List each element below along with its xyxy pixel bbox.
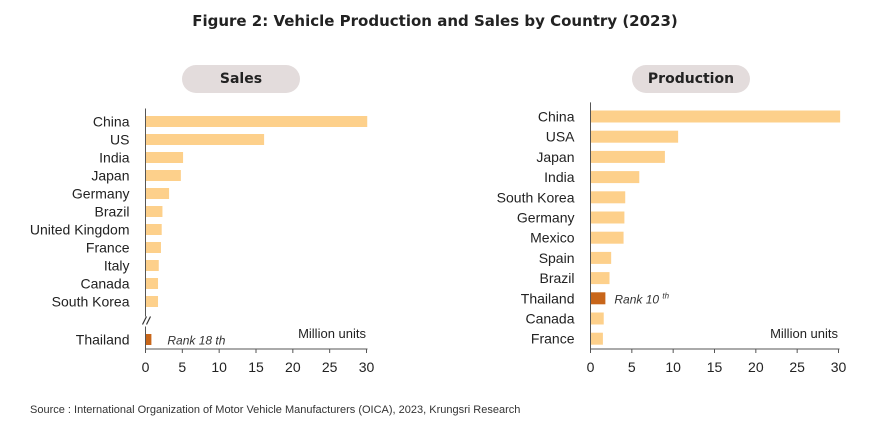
sales-panel-label: Sales bbox=[182, 65, 300, 93]
production-category-label: Brazil bbox=[539, 270, 574, 286]
rank-suffix: th bbox=[662, 291, 669, 300]
sales-x-tick-label: 20 bbox=[285, 359, 301, 375]
production-x-tick-label: 0 bbox=[587, 359, 595, 375]
sales-category-label: Thailand bbox=[76, 332, 130, 348]
chart-title: Figure 2: Vehicle Production and Sales b… bbox=[192, 12, 678, 30]
sales-category-label: France bbox=[86, 240, 130, 256]
production-category-label: India bbox=[544, 169, 575, 185]
production-bar-mexico bbox=[590, 231, 624, 244]
sales-x-tick-label: 25 bbox=[322, 359, 338, 375]
sales-bar-germany bbox=[145, 188, 170, 199]
production-category-label: USA bbox=[546, 129, 575, 145]
production-bar-india bbox=[590, 171, 640, 184]
sales-category-label: US bbox=[110, 132, 129, 148]
production-bar-germany bbox=[590, 211, 625, 224]
production-x-tick-label: 20 bbox=[748, 359, 764, 375]
production-x-tick-label: 5 bbox=[628, 359, 636, 375]
sales-bar-us bbox=[145, 134, 265, 145]
sales-axis-break-mark bbox=[141, 316, 148, 325]
sales-category-label: Germany bbox=[72, 186, 130, 202]
production-category-label: China bbox=[538, 109, 575, 125]
sales-category-label: Italy bbox=[104, 258, 130, 274]
sales-category-label: Japan bbox=[91, 168, 129, 184]
production-bar-south-korea bbox=[590, 191, 626, 204]
production-category-label: Japan bbox=[536, 149, 574, 165]
sales-category-label: United Kingdom bbox=[30, 222, 130, 238]
sales-x-tick-label: 15 bbox=[248, 359, 264, 375]
production-rank-annotation: Rank 10 th bbox=[614, 291, 669, 306]
sales-category-label: China bbox=[93, 114, 130, 130]
source-note: Source : International Organization of M… bbox=[30, 404, 521, 416]
sales-category-label: Brazil bbox=[94, 204, 129, 220]
production-category-label: France bbox=[531, 331, 575, 347]
production-bar-france bbox=[590, 332, 603, 345]
sales-bar-japan bbox=[145, 170, 181, 181]
sales-bar-france bbox=[145, 242, 161, 253]
sales-x-tick-label: 30 bbox=[359, 359, 375, 375]
sales-unit-label: Million units bbox=[298, 326, 366, 341]
production-x-tick-label: 25 bbox=[789, 359, 805, 375]
production-chart: China USA Japan India South Korea Germany Mexi… bbox=[497, 102, 847, 375]
sales-category-label: India bbox=[99, 150, 130, 166]
production-x-tick-label: 30 bbox=[831, 359, 847, 375]
sales-bar-italy bbox=[145, 260, 159, 271]
production-panel-label: Production bbox=[632, 65, 750, 93]
sales-bar-canada bbox=[145, 278, 159, 289]
sales-x-tick-label: 10 bbox=[211, 359, 227, 375]
production-bar-canada bbox=[590, 312, 604, 325]
sales-chart: China US India Japan Germany Brazil United Kin… bbox=[30, 108, 375, 375]
sales-x-tick-label: 0 bbox=[142, 359, 150, 375]
production-bar-china bbox=[590, 110, 841, 123]
sales-axis-break-mark bbox=[145, 316, 152, 325]
production-category-label: Thailand bbox=[521, 290, 575, 306]
sales-bar-thailand bbox=[145, 334, 152, 345]
sales-category-label: South Korea bbox=[52, 294, 130, 310]
production-bar-japan bbox=[590, 150, 665, 163]
sales-bar-brazil bbox=[145, 206, 163, 217]
production-category-label: Canada bbox=[525, 311, 574, 327]
production-x-tick-label: 15 bbox=[707, 359, 723, 375]
production-bar-spain bbox=[590, 251, 612, 264]
production-category-label: South Korea bbox=[497, 189, 575, 205]
sales-bar-south-korea bbox=[145, 296, 159, 307]
production-unit-label: Million units bbox=[770, 326, 838, 341]
sales-category-label: Canada bbox=[80, 276, 129, 292]
sales-rank-annotation: Rank 18 th bbox=[167, 334, 225, 348]
sales-bar-india bbox=[145, 152, 184, 163]
production-bar-brazil bbox=[590, 272, 610, 285]
production-bar-thailand bbox=[590, 292, 606, 305]
production-category-label: Spain bbox=[539, 250, 575, 266]
production-category-label: Germany bbox=[517, 210, 575, 226]
sales-bar-united-kingdom bbox=[145, 224, 162, 235]
sales-bar-china bbox=[145, 116, 368, 127]
production-x-tick-label: 10 bbox=[665, 359, 681, 375]
production-category-label: Mexico bbox=[530, 230, 575, 246]
production-bar-usa bbox=[590, 130, 679, 143]
sales-x-tick-label: 5 bbox=[178, 359, 186, 375]
